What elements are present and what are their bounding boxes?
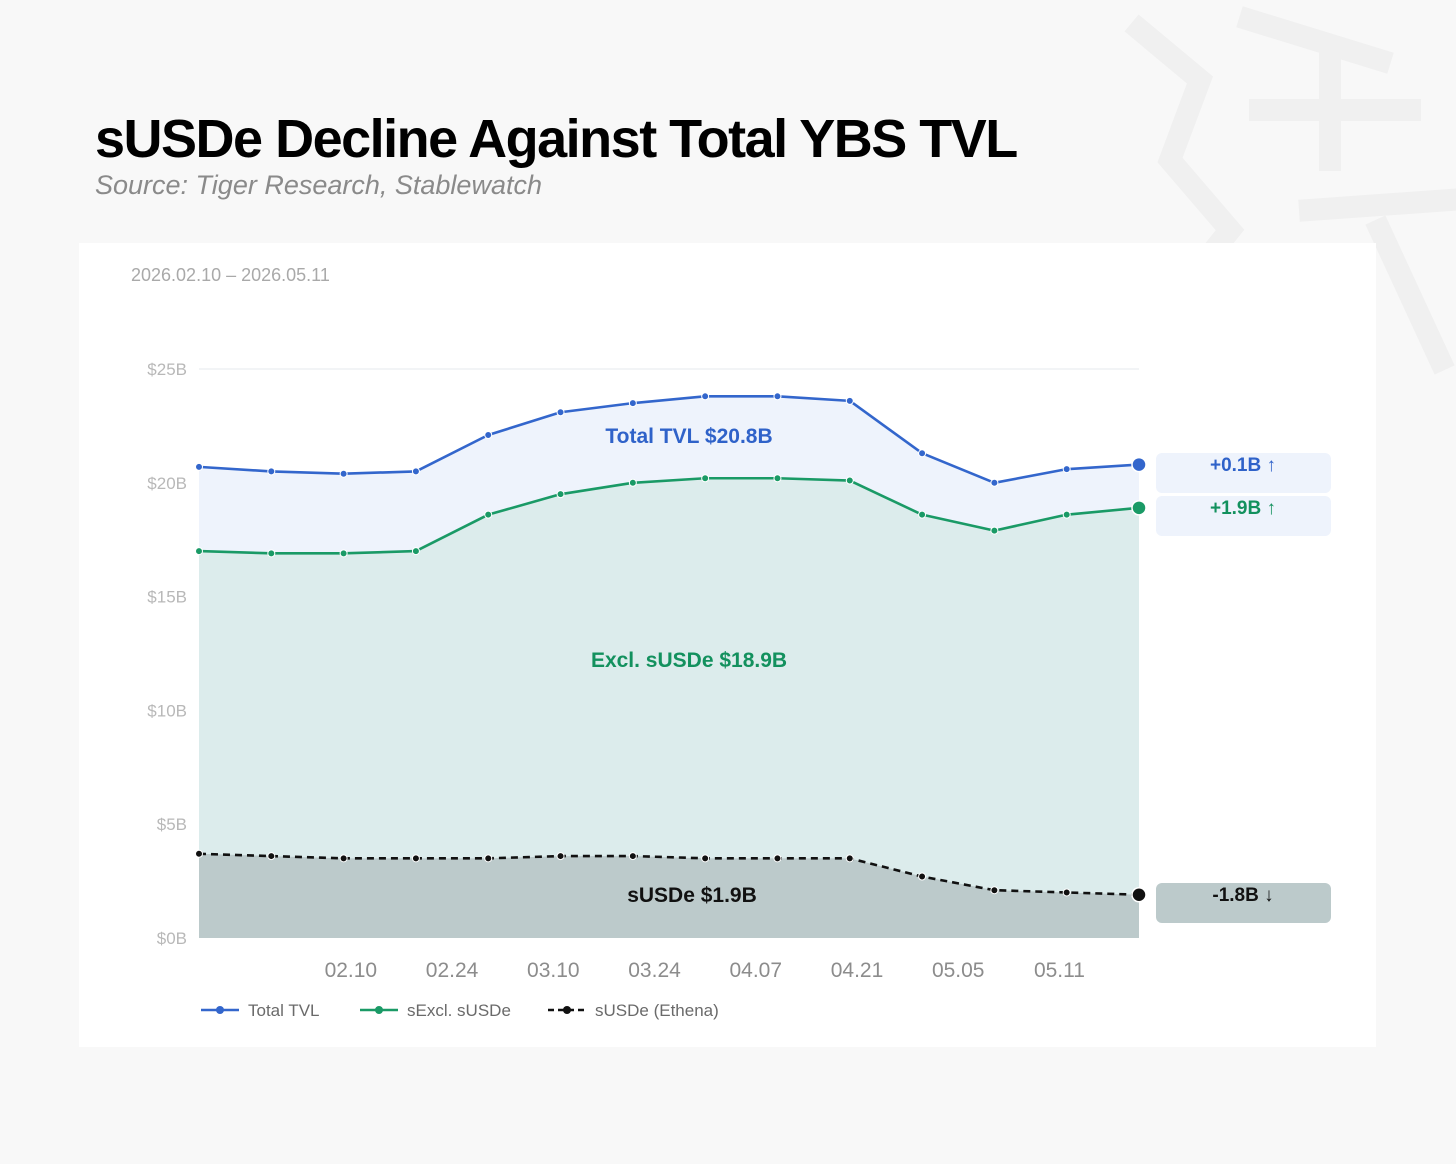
series-endpoint-1 — [1131, 500, 1147, 516]
data-point — [1062, 510, 1071, 519]
data-point — [411, 854, 420, 863]
delta-badge-text: +0.1B ↑ — [1210, 455, 1276, 476]
data-point — [195, 462, 203, 471]
series-endpoint-0 — [1131, 456, 1147, 473]
data-point — [411, 467, 420, 476]
x-tick-label: 05.05 — [932, 959, 985, 982]
data-point — [918, 510, 927, 519]
data-point — [339, 854, 348, 863]
y-tick-label: $5B — [157, 815, 187, 834]
delta-badge — [1156, 453, 1331, 493]
legend-swatch-marker — [563, 1006, 571, 1014]
data-point — [773, 854, 782, 863]
data-point — [845, 854, 854, 863]
data-point — [990, 478, 999, 487]
date-range: 2026.02.10 – 2026.05.11 — [131, 265, 330, 285]
data-point — [267, 852, 276, 861]
data-point — [845, 476, 854, 485]
y-tick-label: $25B — [147, 360, 187, 379]
delta-badge — [1156, 883, 1331, 923]
data-point — [267, 467, 276, 476]
data-point — [990, 886, 999, 895]
data-point — [773, 474, 782, 483]
data-point — [556, 490, 565, 499]
chart-card: 2026.02.10 – 2026.05.11 $0B $5B $10B $15B $2… — [79, 243, 1376, 1047]
legend-swatch-marker — [375, 1006, 383, 1014]
y-tick-label: $20B — [147, 474, 187, 493]
data-point — [267, 549, 276, 558]
data-point — [918, 872, 927, 881]
data-point — [484, 431, 493, 440]
legend-label: sUSDe (Ethena) — [595, 1001, 719, 1020]
data-point — [773, 392, 782, 401]
data-point — [411, 547, 420, 556]
data-point — [484, 854, 493, 863]
data-point — [556, 852, 565, 861]
data-point — [556, 408, 565, 417]
data-point — [195, 849, 203, 858]
y-tick-label: $15B — [147, 588, 187, 607]
delta-badge — [1156, 496, 1331, 536]
x-tick-label: 03.24 — [628, 959, 681, 982]
series-line-2 — [198, 852, 1140, 897]
x-tick-label: 03.10 — [527, 959, 580, 982]
data-point — [1062, 888, 1071, 897]
annotation-susde: sUSDe $1.9B — [627, 884, 757, 907]
delta-badge-text: -1.8B ↓ — [1212, 885, 1273, 906]
data-point — [1062, 465, 1071, 474]
data-point — [628, 852, 637, 861]
data-point — [990, 526, 999, 535]
data-point — [701, 392, 710, 401]
data-point — [701, 474, 710, 483]
area-fill-series-1 — [199, 478, 1139, 938]
area-fill-series-2 — [199, 853, 1139, 938]
annotation-excl-susde: Excl. sUSDe $18.9B — [591, 649, 787, 672]
chart-title: sUSDe Decline Against Total YBS TVL — [95, 109, 1018, 169]
data-point — [339, 549, 348, 558]
annotation-total-tvl: Total TVL $20.8B — [605, 425, 772, 448]
legend-label: sExcl. sUSDe — [407, 1001, 511, 1020]
series-line-0 — [198, 395, 1140, 485]
data-point — [195, 547, 203, 556]
y-tick-label: $0B — [157, 929, 187, 948]
data-point — [628, 478, 637, 487]
data-point — [701, 854, 710, 863]
x-tick-label: 05.11 — [1034, 959, 1085, 982]
series-line-1 — [198, 476, 1140, 555]
delta-badge-text: +1.9B ↑ — [1210, 498, 1276, 519]
data-point — [918, 449, 927, 458]
x-tick-label: 04.21 — [831, 959, 884, 982]
data-point — [484, 510, 493, 519]
legend-swatch-marker — [216, 1006, 224, 1014]
chart-area: 2026.02.10 – 2026.05.11 $0B $5B $10B $15B $2… — [131, 265, 1331, 1020]
chart-subtitle: Source: Tiger Research, Stablewatch — [95, 170, 542, 200]
data-point — [845, 396, 854, 405]
y-tick-label: $10B — [147, 701, 187, 720]
data-point — [339, 469, 348, 478]
series-endpoint-2 — [1131, 887, 1147, 903]
x-tick-label: 04.07 — [729, 959, 782, 982]
x-tick-label: 02.24 — [426, 959, 479, 982]
data-point — [628, 399, 637, 408]
x-tick-label: 02.10 — [325, 959, 378, 982]
legend-label: Total TVL — [248, 1001, 320, 1020]
